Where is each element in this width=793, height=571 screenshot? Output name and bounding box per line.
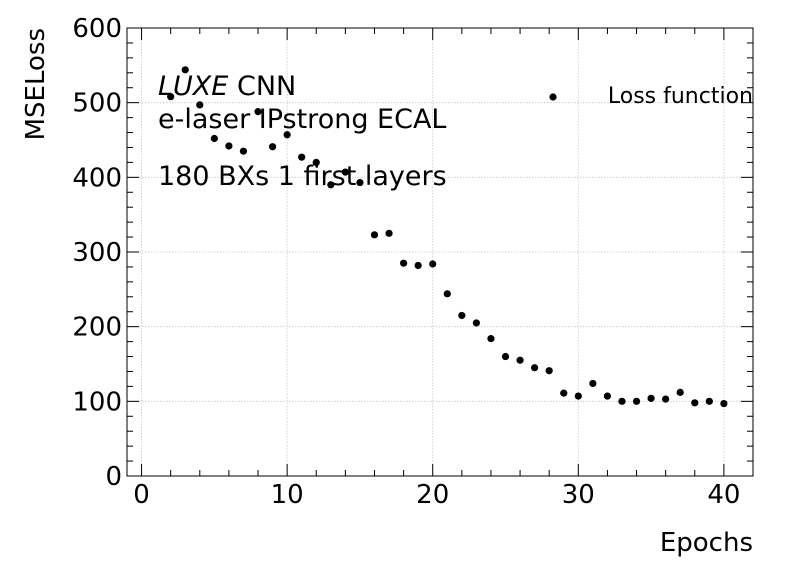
data-point: [268, 143, 277, 151]
data-point: [603, 392, 612, 400]
data-point: [516, 356, 524, 364]
data-point: [167, 93, 175, 101]
x-tick-label: 0: [133, 480, 150, 510]
data-point: [487, 335, 495, 343]
data-point: [283, 131, 291, 139]
data-point: [720, 399, 728, 408]
x-axis-label: Epochs: [660, 528, 753, 558]
y-axis-label: MSELoss: [21, 28, 51, 140]
data-point: [676, 388, 684, 396]
data-point: [370, 231, 379, 239]
data-point: [443, 290, 451, 298]
y-tick-label: 400: [72, 163, 122, 193]
data-point: [356, 178, 364, 187]
data-point: [400, 259, 408, 267]
legend: Loss function: [549, 84, 753, 109]
data-point: [298, 153, 306, 161]
data-point: [545, 367, 553, 375]
data-point: [574, 392, 582, 400]
data-point: [312, 158, 320, 166]
x-tick-label: 20: [416, 480, 449, 510]
annotation-experiment: LUXE: [158, 71, 228, 102]
data-point: [458, 311, 466, 320]
legend-marker: [549, 93, 557, 101]
data-point: [341, 168, 349, 176]
data-point: [632, 397, 641, 405]
data-point: [647, 394, 655, 402]
y-tick-label: 600: [72, 14, 122, 44]
data-point: [254, 108, 262, 116]
legend-label: Loss function: [608, 84, 753, 109]
ticks-layer: [127, 27, 753, 477]
data-point: [705, 397, 713, 405]
x-tick-label: 10: [271, 480, 304, 510]
data-point: [560, 389, 568, 397]
annotation-model: CNN: [237, 71, 296, 102]
data-point: [239, 147, 248, 155]
annotation: LUXE CNN e-laser IPstrong ECAL 180 BXs 1…: [158, 71, 447, 192]
data-point: [385, 229, 393, 237]
y-tick-label: 200: [72, 313, 122, 343]
annotation-line-2: e-laser IPstrong ECAL: [158, 104, 446, 135]
data-point: [414, 261, 422, 270]
y-tick-label: 0: [105, 462, 122, 492]
data-point: [589, 379, 597, 388]
annotation-line-3: 180 BXs 1 first layers: [158, 161, 447, 192]
data-point: [327, 181, 335, 189]
y-tick-label: 100: [72, 387, 122, 417]
data-point: [618, 397, 626, 405]
data-point: [691, 399, 699, 407]
annotation-line-1: LUXE CNN: [158, 71, 296, 102]
data-point: [472, 319, 480, 327]
data-point: [225, 142, 233, 150]
x-tick-label: 40: [707, 480, 740, 510]
data-point: [429, 260, 437, 268]
data-point: [196, 101, 204, 109]
x-tick-label: 30: [562, 480, 595, 510]
y-tick-label: 500: [72, 89, 122, 119]
y-tick-label: 300: [72, 238, 122, 268]
data-point: [662, 395, 670, 403]
data-point: [210, 134, 218, 143]
data-point: [181, 66, 189, 74]
data-point: [501, 352, 510, 361]
data-point: [531, 364, 539, 372]
points-layer: [167, 66, 728, 408]
